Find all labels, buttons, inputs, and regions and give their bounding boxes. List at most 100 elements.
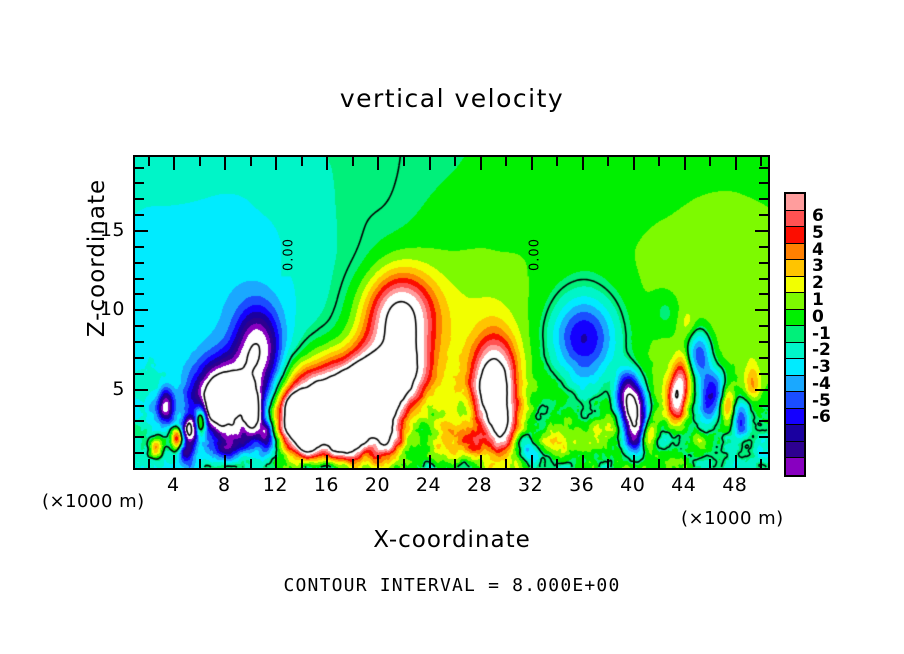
page-title: vertical velocity xyxy=(339,84,565,113)
x-tick-top xyxy=(709,157,712,166)
contour-value-label: 0.00 xyxy=(281,238,297,272)
x-tick-bottom xyxy=(173,455,176,468)
colorbar-swatch xyxy=(786,326,804,343)
x-tick-top xyxy=(734,157,737,170)
y-tick-right xyxy=(759,198,768,201)
y-tick-left xyxy=(135,436,144,439)
y-tick-right xyxy=(759,261,768,264)
colorbar-tick-label: -4 xyxy=(812,373,831,394)
contour-plot-area: 0.00 0.00 xyxy=(133,155,770,470)
x-tick-label: 48 xyxy=(722,474,748,496)
y-tick-right xyxy=(759,420,768,423)
colorbar-tick-label: 3 xyxy=(812,256,824,277)
y-tick-left xyxy=(135,245,144,248)
x-tick-bottom xyxy=(734,455,737,468)
colorbar-tick-label: -6 xyxy=(812,407,831,428)
x-tick-bottom xyxy=(377,455,380,468)
x-tick-bottom xyxy=(351,459,354,468)
y-tick-label: 10 xyxy=(99,298,125,321)
x-tick-bottom xyxy=(300,459,303,468)
colorbar-tick-label: 5 xyxy=(812,222,824,243)
y-tick-left xyxy=(135,452,144,455)
colorbar-tick-label: 1 xyxy=(812,289,824,310)
colorbar-swatch xyxy=(786,194,804,211)
y-axis-unit: (×1000 m) xyxy=(42,491,145,512)
x-axis-title: X-coordinate xyxy=(373,527,531,553)
y-tick-label: 15 xyxy=(99,218,125,241)
colorbar-swatch xyxy=(786,392,804,409)
x-tick-bottom xyxy=(709,459,712,468)
colorbar-tick-label: 6 xyxy=(812,206,824,227)
x-tick-bottom xyxy=(505,459,508,468)
x-tick-label: 16 xyxy=(313,474,340,496)
colorbar-swatch xyxy=(786,458,804,475)
x-tick-top xyxy=(326,157,329,170)
x-tick-top xyxy=(479,157,482,170)
y-tick-left xyxy=(135,293,144,296)
x-tick-top xyxy=(351,157,354,166)
contour-interval-note: CONTOUR INTERVAL = 8.000E+00 xyxy=(283,575,621,596)
x-tick-bottom xyxy=(581,455,584,468)
x-tick-top xyxy=(428,157,431,170)
y-tick-right xyxy=(755,388,768,391)
y-tick-left xyxy=(135,198,144,201)
colorbar-tick-label: 0 xyxy=(812,306,824,327)
colorbar-swatch xyxy=(786,276,804,294)
x-tick-top xyxy=(760,157,763,166)
y-tick-left xyxy=(135,182,144,185)
x-tick-label: 8 xyxy=(218,474,231,496)
colorbar-tick-label: -2 xyxy=(812,340,831,361)
x-tick-bottom xyxy=(556,459,559,468)
x-tick-top xyxy=(377,157,380,170)
y-tick-right xyxy=(755,229,768,232)
x-tick-bottom xyxy=(658,459,661,468)
colorbar-swatch xyxy=(786,243,804,261)
x-tick-top xyxy=(607,157,610,166)
colorbar-swatch xyxy=(786,260,804,277)
x-tick-top xyxy=(147,157,150,166)
y-tick-left xyxy=(135,277,144,280)
y-tick-right xyxy=(759,452,768,455)
y-tick-right xyxy=(759,182,768,185)
x-tick-bottom xyxy=(198,459,201,468)
colorbar xyxy=(784,192,806,477)
colorbar-swatch xyxy=(786,342,804,360)
x-tick-top xyxy=(275,157,278,170)
x-tick-top xyxy=(198,157,201,166)
x-tick-bottom xyxy=(428,455,431,468)
y-tick-right xyxy=(759,166,768,169)
x-tick-bottom xyxy=(224,455,227,468)
y-tick-right xyxy=(759,277,768,280)
colorbar-swatch xyxy=(786,293,804,310)
x-tick-label: 40 xyxy=(620,474,646,496)
x-tick-top xyxy=(658,157,661,166)
x-tick-label: 36 xyxy=(569,474,595,496)
y-tick-left xyxy=(135,166,144,169)
contour-value-label: 0.00 xyxy=(527,238,543,272)
x-tick-bottom xyxy=(403,459,405,468)
y-tick-left xyxy=(135,261,144,264)
x-tick-top xyxy=(173,157,176,170)
x-tick-bottom xyxy=(275,455,278,468)
y-tick-right xyxy=(759,341,768,344)
colorbar-tick-label: 2 xyxy=(812,273,824,294)
colorbar-swatch xyxy=(786,210,804,228)
x-tick-top xyxy=(581,157,584,170)
x-tick-top xyxy=(249,157,252,166)
x-tick-label: 32 xyxy=(518,474,544,496)
x-tick-bottom xyxy=(530,455,533,468)
y-tick-left xyxy=(135,325,144,328)
y-tick-left xyxy=(135,404,144,407)
x-tick-label: 20 xyxy=(364,474,391,496)
velocity-field-canvas xyxy=(135,157,768,468)
colorbar-swatch xyxy=(786,375,804,393)
x-tick-bottom xyxy=(454,459,457,468)
colorbar-swatch xyxy=(786,425,804,442)
colorbar-tick-label: 4 xyxy=(812,239,824,260)
x-axis-unit: (×1000 m) xyxy=(681,508,784,529)
colorbar-tick-label: -3 xyxy=(812,357,831,378)
x-tick-label: 44 xyxy=(671,474,697,496)
x-tick-top xyxy=(224,157,227,170)
y-tick-right xyxy=(759,214,768,217)
x-tick-bottom xyxy=(632,455,635,468)
